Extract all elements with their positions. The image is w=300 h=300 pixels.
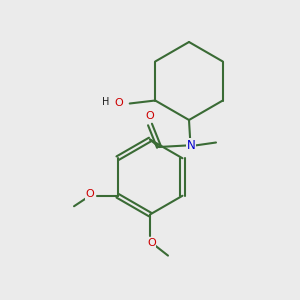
Text: N: N (187, 139, 196, 152)
Text: O: O (115, 98, 124, 109)
Text: H: H (102, 97, 110, 107)
Text: O: O (146, 111, 154, 121)
Text: O: O (85, 189, 94, 199)
Text: O: O (147, 238, 156, 248)
